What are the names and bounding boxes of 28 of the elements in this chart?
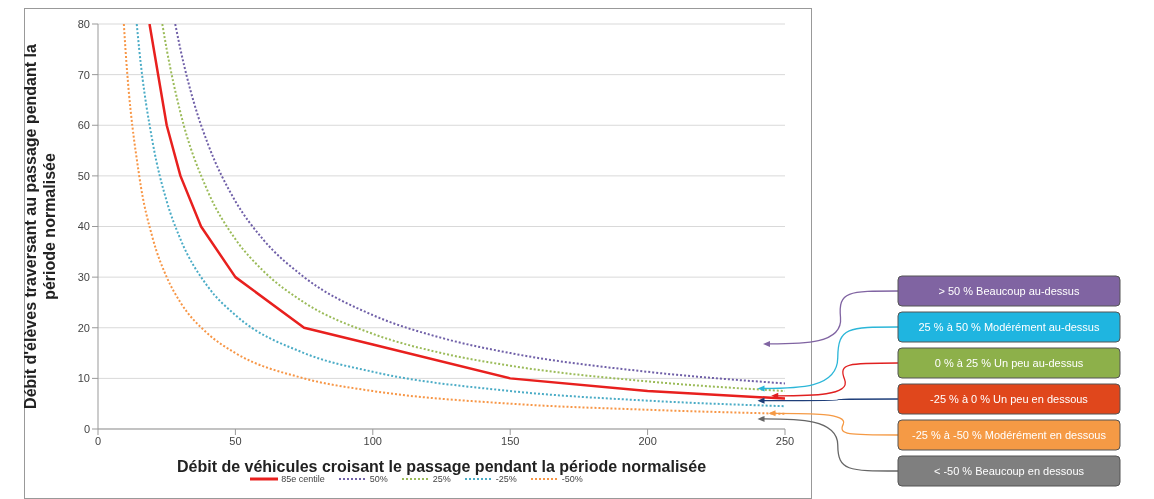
legend-label: -50% xyxy=(561,474,583,484)
x-tick-label: 200 xyxy=(638,434,657,447)
text: -25 % à 0 % Un peu en dessous xyxy=(930,393,1089,405)
legend-label: 85e centile xyxy=(281,474,325,484)
y-tick-label: 40 xyxy=(77,220,90,233)
x-tick-label: 100 xyxy=(363,434,382,447)
y-axis-title: Débit d'élèves traversant au passage pendant la période normalisée xyxy=(22,43,58,409)
text: > 50 % Beaucoup au-dessus xyxy=(938,285,1080,297)
y-tick-label: 30 xyxy=(77,271,90,284)
x-tick-label: 50 xyxy=(229,434,242,447)
x-tick-label: 250 xyxy=(775,434,795,447)
text: < -50 % Beaucoup en dessous xyxy=(933,465,1085,477)
x-tick-label: 150 xyxy=(501,434,520,447)
text: 0 % à 25 % Un peu au-dessus xyxy=(934,357,1084,369)
y-tick-label: 50 xyxy=(77,169,90,182)
legend-label: 50% xyxy=(369,474,388,484)
y-tick-label: 20 xyxy=(77,321,90,334)
annotation: -25 % à -50 % Modérément en dessous xyxy=(912,429,1107,441)
y-tick-label: 70 xyxy=(77,68,90,81)
y-tick-label: 60 xyxy=(77,119,90,132)
y-tick-label: 80 xyxy=(77,17,90,30)
y-tick-label: 0 xyxy=(83,422,90,435)
y-tick-label: 10 xyxy=(77,372,90,385)
legend-label: -25% xyxy=(495,474,517,484)
legend-label: 25% xyxy=(432,474,451,484)
x-tick-label: 0 xyxy=(94,434,102,447)
x-axis-title: Débit de véhicules croisant le passage pendant la période normalisée xyxy=(176,458,707,475)
text: 25 % à 50 % Modérément au-dessus xyxy=(918,321,1100,333)
